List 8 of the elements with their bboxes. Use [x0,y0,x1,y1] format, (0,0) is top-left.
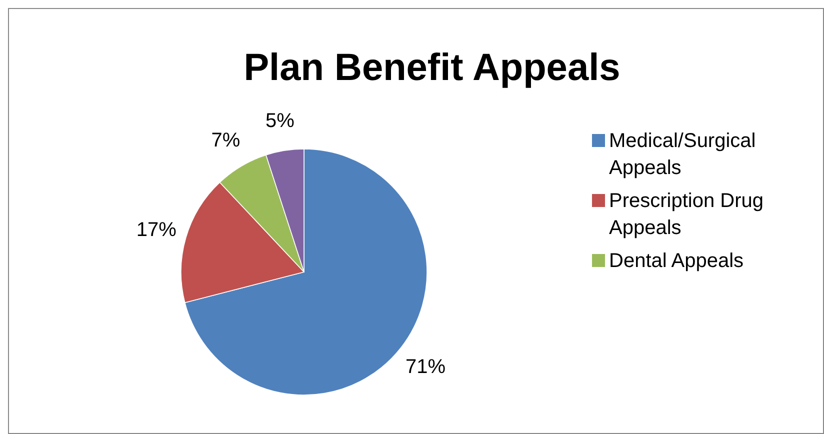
chart-title: Plan Benefit Appeals [244,47,620,89]
data-label: 7% [211,130,240,152]
legend-label: Dental Appeals [609,250,744,272]
legend-label: Medical/Surgical Appeals [609,130,756,179]
data-label: 5% [265,110,295,132]
data-label: 71% [405,356,446,378]
legend-label: Prescription Drug Appeals [609,190,764,239]
data-label: 17% [136,219,177,242]
